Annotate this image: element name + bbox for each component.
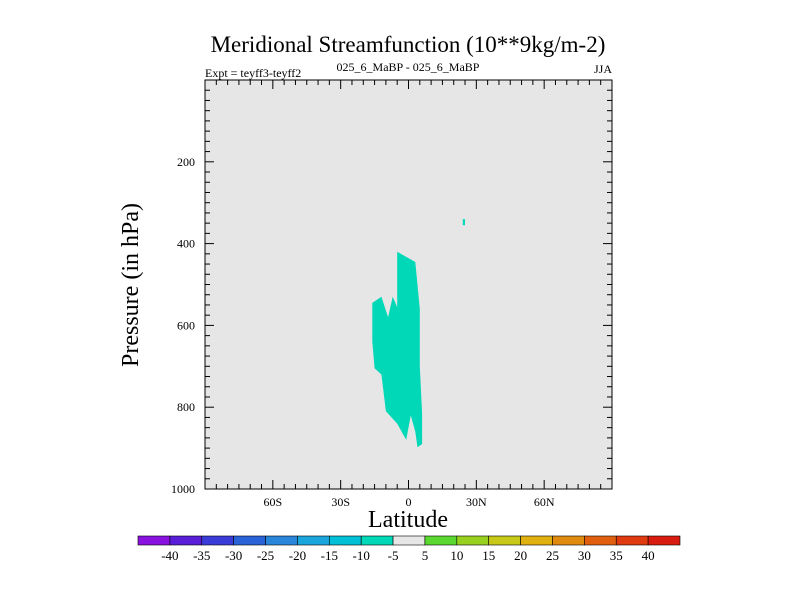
colorbar-label: -35 <box>193 548 210 563</box>
colorbar-swatch <box>552 535 585 546</box>
colorbar-label: 20 <box>514 548 527 563</box>
colorbar-label: -25 <box>257 548 274 563</box>
colorbar-swatch <box>520 535 553 546</box>
colorbar-label: 10 <box>450 548 463 563</box>
colorbar-swatch <box>297 535 330 546</box>
colorbar-label: -15 <box>321 548 338 563</box>
colorbar-label: 5 <box>422 548 429 563</box>
x-tick-label: 60S <box>263 495 282 509</box>
colorbar-label: -40 <box>161 548 178 563</box>
colorbar-swatch <box>328 535 362 546</box>
colorbar-label: -5 <box>388 548 399 563</box>
colorbar-swatch <box>488 535 521 546</box>
colorbar-label: 40 <box>642 548 655 563</box>
colorbar-swatch <box>424 535 458 546</box>
colorbar-label: 30 <box>578 548 591 563</box>
y-tick-label: 1000 <box>171 482 195 496</box>
colorbar-swatch <box>392 535 426 546</box>
y-axis-label: Pressure (in hPa) <box>118 203 144 367</box>
left-label: Expt = teyff3-teyff2 <box>205 66 301 80</box>
colorbar-swatch <box>615 535 649 546</box>
colorbar-swatch <box>137 535 171 546</box>
contour-region-2 <box>462 219 465 226</box>
x-tick-label: 60N <box>534 495 555 509</box>
colorbar-label: 35 <box>610 548 623 563</box>
colorbar-swatch <box>360 535 394 546</box>
contour-regions <box>372 219 465 448</box>
x-tick-label: 0 <box>406 495 412 509</box>
colorbar-swatch <box>233 535 266 546</box>
y-tick-label: 600 <box>177 318 195 332</box>
colorbar-swatch <box>201 535 234 546</box>
colorbar-swatch <box>647 535 681 546</box>
colorbar: -40 -35 -30 -25 -20 -15 -10 -5 5 10 15 20 25 30 35 40 <box>137 535 681 563</box>
colorbar-label: 15 <box>482 548 495 563</box>
x-axis-label: Latitude <box>368 507 448 533</box>
chart-title: Meridional Streamfunction (10**9kg/m-2) <box>211 32 606 57</box>
contour-region-1 <box>372 251 423 448</box>
y-tick-label: 400 <box>177 237 195 251</box>
colorbar-swatch <box>169 535 203 546</box>
y-tick-label: 800 <box>177 400 195 414</box>
x-tick-label: 30N <box>466 495 487 509</box>
colorbar-swatch <box>456 535 490 546</box>
axis-ticks: 60S 30S 0 30N 60N 200 400 600 800 1000 <box>171 80 612 509</box>
center-label: 025_6_MaBP - 025_6_MaBP <box>337 60 480 74</box>
colorbar-label: 25 <box>546 548 559 563</box>
colorbar-swatch <box>584 535 617 546</box>
colorbar-label: -30 <box>225 548 242 563</box>
y-tick-label: 200 <box>177 155 195 169</box>
colorbar-label: -10 <box>353 548 370 563</box>
colorbar-label: -20 <box>289 548 306 563</box>
x-tick-label: 30S <box>331 495 350 509</box>
colorbar-swatch <box>265 535 298 546</box>
right-label: JJA <box>594 62 612 76</box>
